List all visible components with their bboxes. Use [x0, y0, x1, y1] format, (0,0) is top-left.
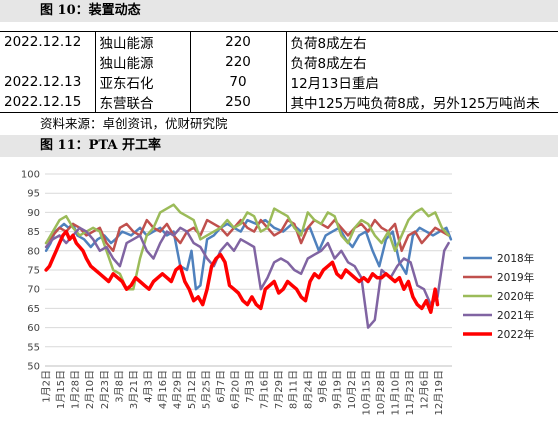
company-cell: 亚东石化 — [94, 72, 190, 92]
date-cell: 2022.12.12 — [0, 31, 95, 52]
x-tick-label: 7月29日 — [273, 370, 285, 409]
date-cell — [0, 52, 95, 72]
y-tick-label: 55 — [27, 342, 40, 353]
series-line-2022年 — [44, 229, 440, 314]
legend-label: 2018年 — [497, 252, 534, 265]
legend-label: 2020年 — [497, 290, 534, 303]
series-line-2020年 — [44, 203, 450, 291]
y-tick-label: 90 — [27, 208, 40, 219]
y-tick-label: 50 — [27, 362, 40, 373]
x-tick-label: 12月19日 — [433, 370, 445, 415]
x-tick-label: 10月2日 — [346, 370, 358, 409]
x-tick-label: 6月7日 — [215, 370, 227, 403]
x-tick-label: 8月11日 — [288, 370, 300, 409]
y-tick-label: 95 — [27, 189, 40, 200]
company-cell: 东营联合 — [94, 92, 190, 113]
capacity-cell: 250 — [189, 92, 286, 113]
x-tick-label: 5月25日 — [201, 370, 213, 409]
x-tick-label: 2月10日 — [84, 370, 96, 409]
x-tick-label: 11月23日 — [404, 370, 416, 415]
device-status-table: 2022.12.12 独山能源 220 负荷8成左右 独山能源 220 负荷8成… — [0, 31, 558, 113]
capacity-cell: 220 — [189, 31, 286, 52]
x-axis: 1月2日 1月15日 1月28日 2月10日 2月23日 3月8日 3月21日 4月3日 4月1… — [41, 365, 452, 415]
company-cell: 独山能源 — [94, 31, 190, 52]
x-tick-label: 4月29日 — [171, 370, 183, 409]
y-tick-label: 70 — [27, 285, 40, 296]
note-cell: 12月13日重启 — [285, 72, 558, 92]
fig10-title: 图 10：装置动态 — [0, 0, 558, 22]
note-cell: 负荷8成左右 — [285, 52, 558, 72]
table-row: 独山能源 220 负荷8成左右 — [0, 52, 558, 72]
x-tick-label: 9月19日 — [331, 370, 343, 409]
x-tick-label: 3月8日 — [113, 370, 125, 403]
note-cell: 其中125万吨负荷8成，另外125万吨尚未 — [285, 92, 558, 113]
series-line-2019年 — [44, 218, 450, 253]
x-tick-label: 1月15日 — [55, 370, 67, 409]
data-source-note: 资料来源：卓创资讯，优财研究院 — [40, 116, 228, 131]
y-tick-label: 80 — [27, 246, 40, 257]
y-tick-label: 100 — [21, 170, 40, 181]
x-tick-label: 10月15日 — [360, 370, 372, 415]
chart-gridlines — [45, 173, 452, 367]
x-tick-label: 3月21日 — [128, 370, 140, 409]
x-tick-label: 2月23日 — [99, 370, 111, 409]
chart-series — [44, 203, 453, 329]
y-axis: 50 55 60 65 70 75 80 85 90 95 100 — [21, 170, 40, 373]
legend-label: 2021年 — [497, 309, 534, 322]
x-tick-label: 1月28日 — [70, 370, 82, 409]
capacity-cell: 70 — [189, 72, 286, 92]
chart-legend: 2018年 2019年 2020年 2021年 2022年 — [463, 252, 534, 341]
fig11-title: 图 11：PTA 开工率 — [0, 135, 558, 157]
y-tick-label: 60 — [27, 323, 40, 334]
y-tick-label: 65 — [27, 304, 40, 315]
date-cell: 2022.12.15 — [0, 92, 95, 113]
legend-label: 2022年 — [497, 328, 534, 341]
y-tick-label: 75 — [27, 266, 40, 277]
x-tick-label: 5月12日 — [186, 370, 198, 409]
table-row: 2022.12.12 独山能源 220 负荷8成左右 — [0, 31, 558, 52]
capacity-cell: 220 — [189, 52, 286, 72]
x-tick-label: 9月6日 — [317, 370, 329, 403]
x-tick-label: 1月2日 — [41, 370, 53, 403]
legend-label: 2019年 — [497, 271, 534, 284]
x-tick-label: 10月28日 — [375, 370, 387, 415]
y-tick-label: 85 — [27, 227, 40, 238]
x-tick-label: 7月16日 — [259, 370, 271, 409]
x-tick-label: 6月20日 — [230, 370, 242, 409]
x-tick-label: 11月10日 — [389, 370, 401, 415]
x-tick-label: 4月3日 — [142, 370, 154, 403]
company-cell: 独山能源 — [94, 52, 190, 72]
table-row: 2022.12.13 亚东石化 70 12月13日重启 — [0, 72, 558, 92]
x-tick-label: 7月3日 — [244, 370, 256, 403]
x-tick-label: 12月6日 — [419, 370, 431, 409]
x-tick-label: 8月24日 — [302, 370, 314, 409]
note-cell: 负荷8成左右 — [285, 31, 558, 52]
date-cell: 2022.12.13 — [4, 74, 82, 90]
x-tick-label: 4月16日 — [157, 370, 169, 409]
table-row: 2022.12.15 东营联合 250 其中125万吨负荷8成，另外125万吨尚… — [0, 92, 558, 113]
